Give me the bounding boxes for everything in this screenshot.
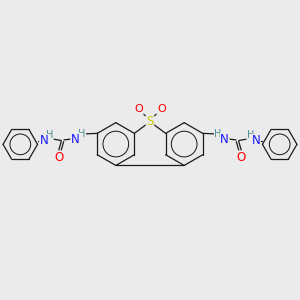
Text: O: O (134, 104, 143, 114)
Text: O: O (54, 151, 64, 164)
Text: O: O (236, 151, 246, 164)
Text: N: N (40, 134, 49, 147)
Text: H: H (46, 130, 53, 140)
Text: H: H (78, 129, 85, 139)
Text: N: N (71, 133, 80, 146)
Text: N: N (251, 134, 260, 147)
Text: H: H (247, 130, 254, 140)
Text: O: O (157, 104, 166, 114)
Text: S: S (146, 115, 154, 128)
Text: H: H (214, 129, 222, 139)
Text: N: N (220, 133, 229, 146)
